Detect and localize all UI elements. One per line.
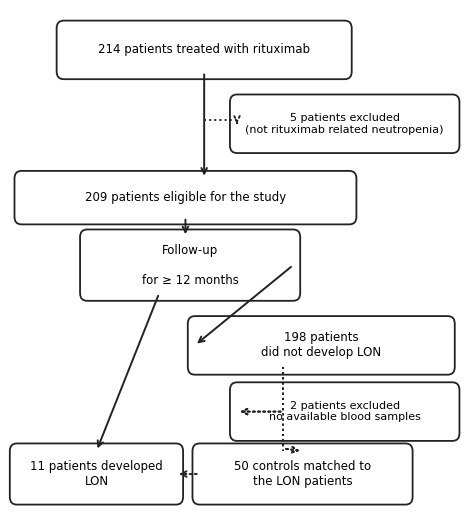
Text: 11 patients developed
LON: 11 patients developed LON — [30, 460, 163, 488]
Text: 198 patients
did not develop LON: 198 patients did not develop LON — [261, 331, 382, 359]
FancyBboxPatch shape — [188, 316, 455, 375]
Text: 214 patients treated with rituximab: 214 patients treated with rituximab — [98, 43, 310, 57]
FancyBboxPatch shape — [230, 382, 459, 441]
FancyBboxPatch shape — [10, 443, 183, 505]
Text: 209 patients eligible for the study: 209 patients eligible for the study — [85, 191, 286, 204]
Text: 5 patients excluded
(not rituximab related neutropenia): 5 patients excluded (not rituximab relat… — [246, 113, 444, 134]
Text: Follow-up

for ≥ 12 months: Follow-up for ≥ 12 months — [142, 244, 238, 287]
FancyBboxPatch shape — [15, 171, 356, 225]
FancyBboxPatch shape — [80, 230, 300, 301]
Text: 50 controls matched to
the LON patients: 50 controls matched to the LON patients — [234, 460, 371, 488]
FancyBboxPatch shape — [230, 94, 459, 153]
Text: 2 patients excluded
no available blood samples: 2 patients excluded no available blood s… — [269, 401, 420, 422]
FancyBboxPatch shape — [56, 21, 352, 79]
FancyBboxPatch shape — [192, 443, 412, 505]
